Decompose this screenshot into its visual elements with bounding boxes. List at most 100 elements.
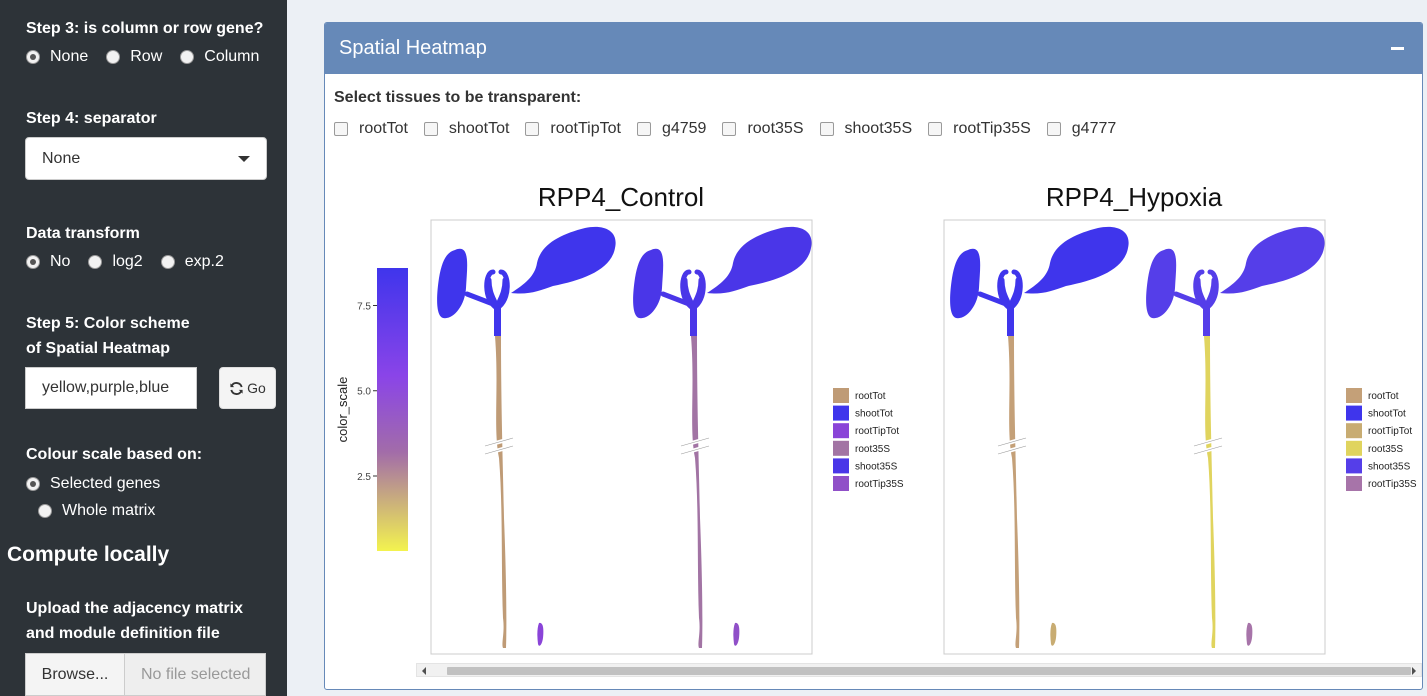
color-scheme-input[interactable]: yellow,purple,blue bbox=[25, 367, 197, 409]
checkbox-icon[interactable] bbox=[1046, 122, 1061, 136]
horizontal-scrollbar[interactable] bbox=[416, 663, 1422, 677]
tissue-checkbox-root35s[interactable]: root35S bbox=[722, 120, 804, 138]
scroll-thumb[interactable] bbox=[447, 667, 1411, 675]
root-break-outline bbox=[1193, 437, 1223, 455]
radio-checked-icon[interactable] bbox=[26, 477, 40, 491]
legend-label: rootTip35S bbox=[855, 479, 904, 490]
cotyledon-left bbox=[633, 248, 664, 319]
colour-scale-label: Colour scale based on: bbox=[26, 446, 203, 463]
legend-label: shootTot bbox=[855, 409, 893, 420]
legend-swatch bbox=[833, 440, 849, 456]
transform-option-log2[interactable]: log2 bbox=[88, 253, 143, 271]
box-title: Spatial Heatmap bbox=[339, 37, 487, 59]
color-key-tick-label: 7.5 bbox=[357, 302, 371, 313]
radio-icon[interactable] bbox=[38, 504, 52, 518]
checkbox-icon[interactable] bbox=[334, 122, 348, 136]
petioles bbox=[464, 269, 510, 311]
tissue-checkbox-roottip35s[interactable]: rootTip35S bbox=[928, 120, 1031, 138]
tissue-checkbox-g4759[interactable]: g4759 bbox=[636, 120, 706, 138]
radio-icon[interactable] bbox=[88, 255, 103, 269]
legend-swatch bbox=[833, 476, 849, 491]
checkbox-icon[interactable] bbox=[928, 122, 943, 136]
cotyledon-left bbox=[950, 248, 981, 319]
step3-radio-group: None Row Column bbox=[26, 48, 277, 66]
colour-scale-option-selected[interactable]: Selected genes bbox=[26, 475, 160, 493]
legend-label: root35S bbox=[855, 444, 890, 455]
legend-label: shootTot bbox=[1368, 409, 1406, 420]
scroll-left-icon[interactable] bbox=[422, 667, 426, 675]
hypocotyl bbox=[1007, 304, 1014, 336]
cotyledon-left bbox=[1146, 248, 1177, 319]
heatmap-panels: RPP4_Control rootTot shootTot rootTipTot roo… bbox=[430, 182, 1417, 655]
collapse-icon[interactable] bbox=[1391, 47, 1404, 50]
color-key-tick-label: 5.0 bbox=[357, 387, 371, 398]
color-key-bar bbox=[377, 268, 408, 551]
root-tip bbox=[537, 622, 544, 646]
browse-button[interactable]: Browse... bbox=[25, 653, 125, 696]
legend-swatch bbox=[833, 458, 849, 474]
radio-icon[interactable] bbox=[180, 50, 195, 64]
tissue-checkbox-roottiptot[interactable]: rootTipTot bbox=[525, 120, 621, 138]
refresh-icon bbox=[230, 381, 243, 395]
transform-option-no[interactable]: No bbox=[26, 253, 70, 271]
separator-select[interactable]: None bbox=[25, 137, 267, 180]
transform-label: Data transform bbox=[26, 225, 140, 242]
tissue-checkbox-g4777[interactable]: g4777 bbox=[1046, 120, 1116, 138]
scroll-right-icon[interactable] bbox=[1412, 667, 1416, 675]
root bbox=[495, 336, 507, 648]
plant-shape bbox=[633, 226, 812, 648]
root bbox=[691, 336, 703, 648]
legend-label: rootTip35S bbox=[1368, 479, 1417, 490]
file-name-field: No file selected bbox=[124, 653, 266, 696]
checkbox-icon[interactable] bbox=[819, 122, 834, 136]
step3-option-none[interactable]: None bbox=[26, 48, 88, 66]
radio-checked-icon[interactable] bbox=[26, 255, 40, 269]
go-button[interactable]: Go bbox=[219, 367, 276, 409]
caret-down-icon bbox=[238, 155, 250, 162]
tissue-checkbox-roottot[interactable]: rootTot bbox=[334, 120, 408, 138]
tissue-checkbox-shoot35s[interactable]: shoot35S bbox=[819, 120, 912, 138]
legend-label: root35S bbox=[1368, 444, 1403, 455]
color-key-label: color_scale bbox=[335, 377, 350, 443]
legend-swatch bbox=[1346, 440, 1362, 456]
legend-swatch bbox=[1346, 476, 1362, 491]
transparent-label: Select tissues to be transparent: bbox=[334, 89, 582, 106]
tissue-checkbox-group: rootTot shootTot rootTipTot g4759 root35… bbox=[334, 120, 1132, 138]
checkbox-icon[interactable] bbox=[636, 122, 651, 136]
petioles bbox=[977, 269, 1023, 311]
leaf-right bbox=[707, 226, 812, 294]
leaf-right bbox=[1220, 226, 1325, 294]
legend-swatch bbox=[1346, 423, 1362, 439]
plant-shape bbox=[950, 226, 1129, 648]
legend-label: rootTot bbox=[855, 391, 886, 402]
legend-swatch bbox=[833, 423, 849, 439]
panel-frame bbox=[430, 219, 813, 655]
legend-label: rootTipTot bbox=[1368, 426, 1412, 437]
radio-icon[interactable] bbox=[160, 255, 175, 269]
root-break-outline bbox=[997, 437, 1027, 455]
root-tip bbox=[1050, 622, 1057, 646]
checkbox-icon[interactable] bbox=[525, 122, 540, 136]
hypocotyl bbox=[494, 304, 501, 336]
legend-label: rootTipTot bbox=[855, 426, 899, 437]
radio-icon[interactable] bbox=[106, 50, 121, 64]
checkbox-icon[interactable] bbox=[722, 122, 737, 136]
transform-radio-group: No log2 exp.2 bbox=[26, 253, 242, 271]
radio-checked-icon[interactable] bbox=[26, 50, 40, 64]
step3-option-column[interactable]: Column bbox=[180, 48, 259, 66]
transform-option-exp2[interactable]: exp.2 bbox=[160, 253, 224, 271]
sidebar: Step 3: is column or row gene? None Row … bbox=[0, 0, 287, 696]
legend-label: rootTot bbox=[1368, 391, 1399, 402]
colour-scale-option-whole[interactable]: Whole matrix bbox=[38, 502, 155, 520]
checkbox-icon[interactable] bbox=[423, 122, 438, 136]
petioles bbox=[660, 269, 706, 311]
petioles bbox=[1173, 269, 1219, 311]
tissue-checkbox-shoottot[interactable]: shootTot bbox=[423, 120, 509, 138]
root-tip bbox=[1246, 622, 1253, 646]
legend-label: shoot35S bbox=[855, 461, 898, 472]
color-key-tick-label: 2.5 bbox=[357, 472, 371, 483]
step3-option-row[interactable]: Row bbox=[106, 48, 162, 66]
hypocotyl bbox=[1203, 304, 1210, 336]
legend-label: shoot35S bbox=[1368, 461, 1411, 472]
heatmap-plot: color_scale 2.5 5.0 7.5 RPP4_Control rootTot… bbox=[335, 182, 1417, 655]
